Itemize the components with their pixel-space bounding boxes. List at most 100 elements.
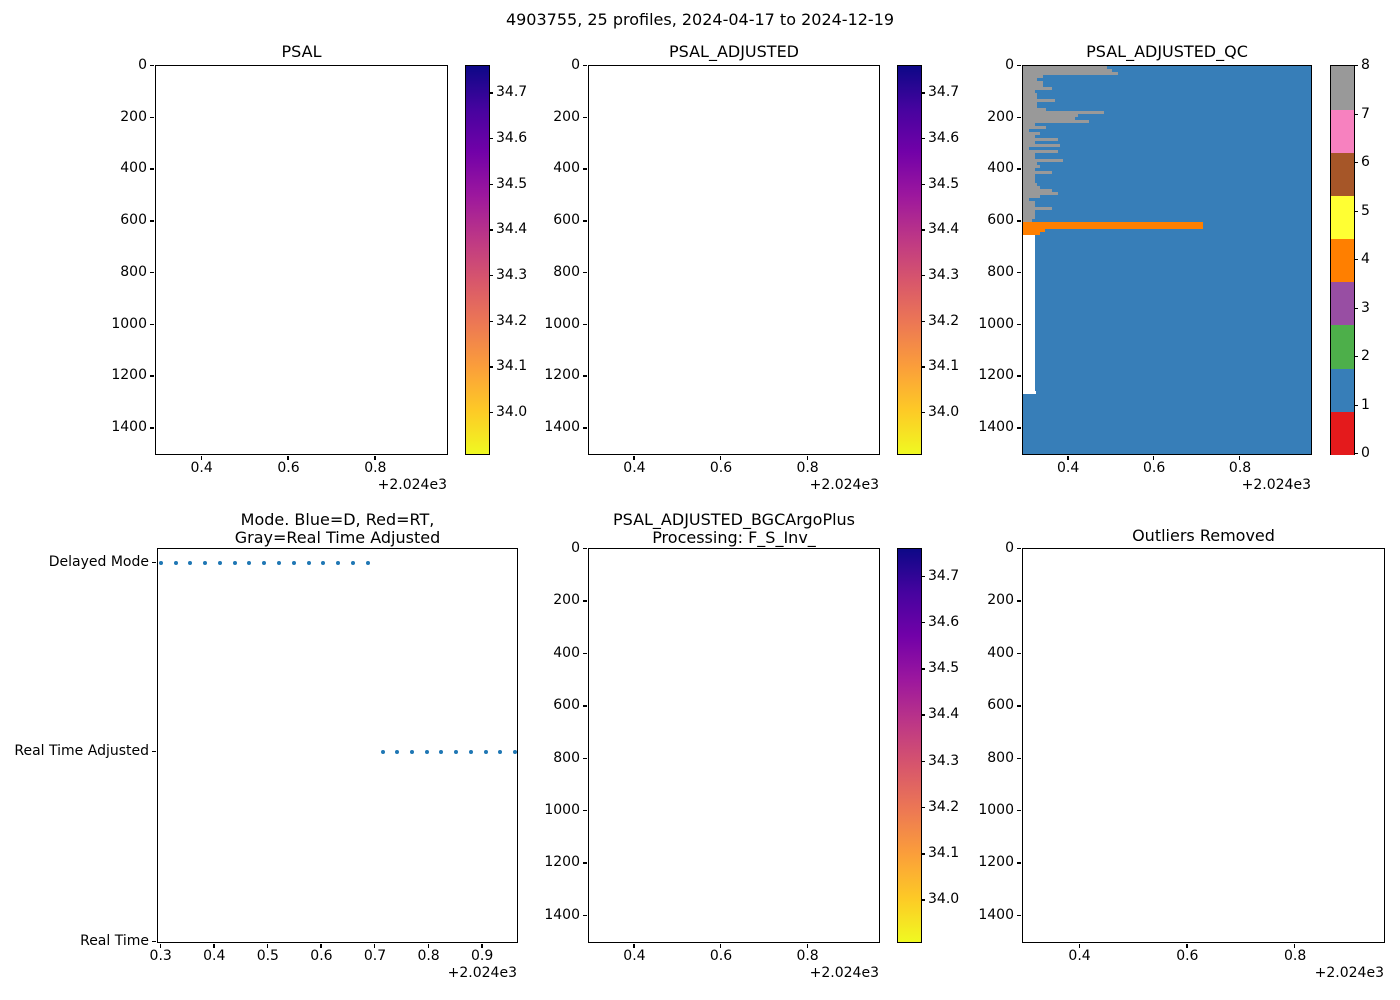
y-tick-label: 1400	[978, 906, 1014, 923]
qc-flag8-dash	[1023, 96, 1038, 99]
qc-flag8-dash	[1023, 102, 1038, 105]
colorbar-tick-label: 34.3	[928, 752, 960, 769]
y-tick-mark	[150, 168, 154, 170]
y-tick-mark	[152, 561, 156, 564]
y-tick-mark	[583, 323, 587, 326]
colorbar-tick-mark	[1354, 307, 1358, 309]
x-tick-mark	[320, 944, 322, 948]
x-tick-label: 0.4	[203, 948, 226, 964]
colorbar-tick-label: 34.4	[496, 221, 528, 238]
missing-bottom	[589, 679, 601, 707]
colorbar-tick-label: 34.4	[928, 221, 960, 238]
x-offset-label: +2.024e3	[1241, 477, 1311, 493]
qc-flag8-dash	[1023, 165, 1041, 168]
mode-dot	[498, 749, 503, 754]
mode-dot	[365, 560, 370, 565]
colorbar-tick-mark	[489, 411, 493, 414]
x-tick-label: 0.7	[363, 948, 387, 964]
y-tick-label: 1200	[978, 854, 1014, 871]
y-tick-label: 0	[1005, 540, 1014, 556]
qc-flag8-dash	[1023, 117, 1075, 120]
mode-dot	[454, 749, 459, 754]
y-tick-mark	[1017, 600, 1021, 602]
x-tick-mark	[633, 944, 635, 948]
colorbar-tick-label: 34.5	[496, 175, 528, 192]
colorbar-tick-mark	[921, 714, 925, 716]
qc-flag8-dash	[1023, 123, 1035, 126]
qc-flag8-dash	[1023, 90, 1035, 93]
y-tick-label: 1200	[978, 367, 1014, 384]
colorbar-tick-label: 2	[1361, 348, 1370, 364]
x-tick-mark	[266, 944, 269, 948]
x-tick-label: 0.4	[1056, 460, 1080, 476]
x-tick-label: 0.6	[277, 460, 300, 476]
colorbar-tick-mark	[489, 366, 493, 368]
x-tick-mark	[1067, 456, 1069, 460]
y-tick-mark	[583, 116, 587, 119]
qc-flag8-dash	[1023, 111, 1104, 114]
qc-flag8-dash	[1023, 69, 1113, 72]
x-offset-label: +2.024e3	[377, 477, 447, 493]
y-tick-label: 1000	[978, 801, 1014, 818]
masked-band	[589, 224, 772, 232]
y-tick-mark	[1017, 65, 1021, 67]
y-tick-label: 800	[987, 749, 1014, 766]
mode-dot	[424, 749, 429, 754]
x-offset-label: +2.024e3	[809, 965, 879, 981]
qc-flag8-dash	[1023, 156, 1035, 159]
mode-dot	[336, 560, 341, 565]
y-tick-label: 200	[987, 592, 1014, 609]
y-tick-mark	[1017, 652, 1021, 655]
y-tick-label: 600	[987, 697, 1014, 714]
bgc-title-line1: PSAL_ADJUSTED_BGCArgoPlus	[612, 510, 856, 529]
y-tick-label: 1200	[544, 854, 580, 871]
qc-flag8-dash	[1023, 216, 1035, 219]
colorbar-tick-label: 34.6	[928, 130, 960, 147]
y-tick-mark	[1017, 375, 1021, 377]
x-tick-mark	[1186, 944, 1188, 948]
masked-band-bump	[589, 723, 607, 727]
colorbar-tick-label: 34.2	[496, 312, 528, 329]
y-tick-label: 0	[1005, 57, 1014, 73]
masked-band	[589, 709, 772, 718]
missing-bottom	[589, 195, 601, 222]
colorbar-gradient	[898, 66, 921, 454]
mode-dot	[247, 560, 252, 565]
qc-flag8-dash	[1023, 168, 1035, 171]
colorbar-tick-mark	[1354, 259, 1358, 261]
y-tick-label: 800	[120, 263, 147, 280]
missing-bottom	[156, 66, 168, 118]
colorbar-gradient	[898, 549, 921, 942]
psal-adjusted-title: PSAL_ADJUSTED	[668, 42, 799, 61]
y-tick-mark	[150, 220, 154, 222]
colorbar-tick-mark	[1354, 113, 1358, 115]
y-tick-mark	[1017, 116, 1021, 119]
y-tick-mark	[1017, 548, 1021, 550]
x-tick-label: 0.8	[796, 948, 819, 964]
colorbar-tick-mark	[921, 183, 925, 186]
surface-gap	[589, 706, 601, 710]
bgc-axes: 0 200 400 600 800 1000 1200 1400 0.4 0.6 0.8 +2.024…	[544, 540, 880, 981]
colorbar-tick-label: 8	[1361, 57, 1370, 73]
y-tick-label: 600	[120, 212, 147, 229]
colorbar-tick-mark	[489, 92, 493, 94]
x-tick-label: 0.8	[796, 460, 819, 476]
x-tick-mark	[806, 456, 808, 460]
x-offset-label: +2.024e3	[1314, 965, 1384, 981]
missing-bottom	[589, 117, 601, 144]
masked-band-bump	[589, 238, 607, 241]
y-tick-mark	[1017, 809, 1021, 812]
y-tick-label: 400	[553, 644, 580, 661]
psal-adjusted-qc-title: PSAL_ADJUSTED_QC	[1086, 42, 1248, 61]
y-tick-label: Real Time Adjusted	[14, 742, 149, 759]
colorbar-tick-label: 4	[1361, 251, 1370, 267]
x-tick-label: 0.6	[709, 948, 733, 964]
y-tick-mark	[1017, 427, 1021, 429]
colorbar-tick-mark	[921, 760, 925, 763]
mode-dot	[306, 560, 311, 565]
colorbar-tick-label: 34.6	[928, 613, 960, 630]
qc-flag8-dash	[1023, 81, 1044, 84]
mode-dot	[188, 560, 193, 565]
x-tick-mark	[213, 944, 215, 948]
